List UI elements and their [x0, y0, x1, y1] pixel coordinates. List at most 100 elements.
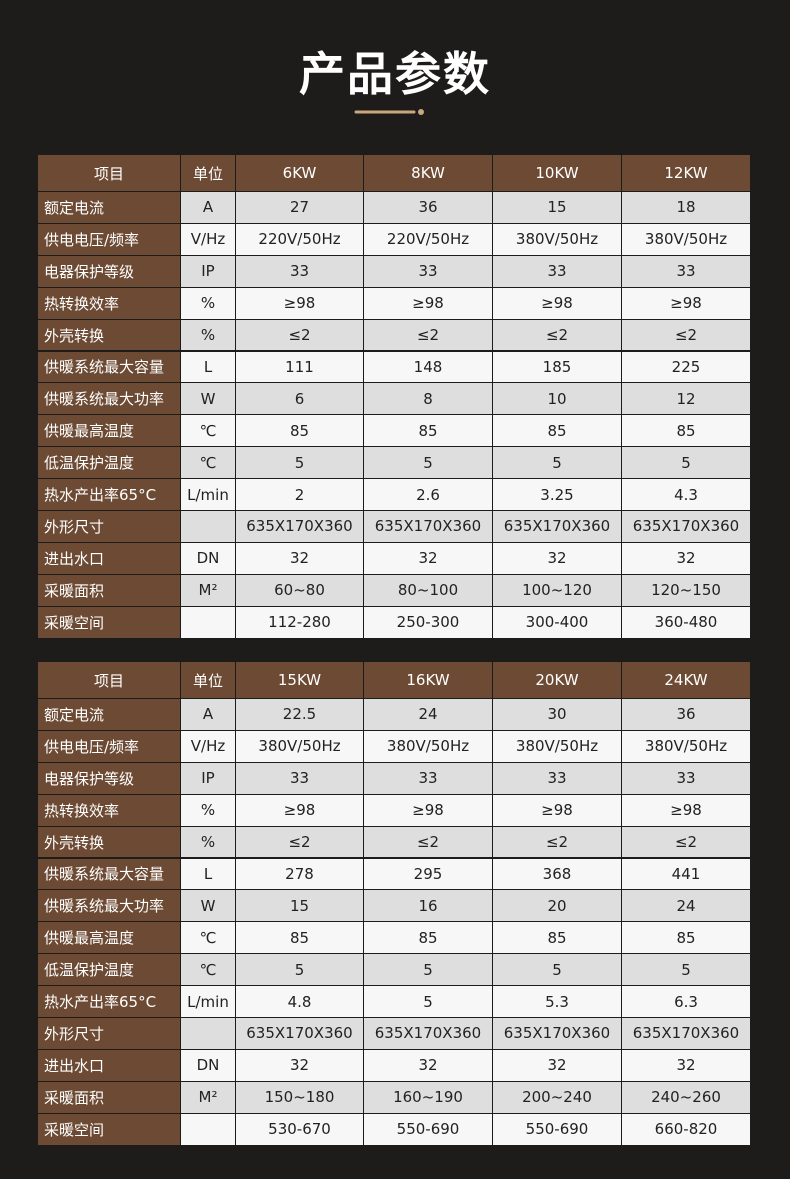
value-cell: 635X170X360	[622, 1018, 750, 1049]
value-cell: 33	[364, 762, 492, 794]
value-cell: 80~100	[364, 574, 492, 606]
value-cell: 33	[236, 762, 363, 794]
value-cell: 635X170X360	[493, 511, 621, 542]
row-label: 供暖最高温度	[38, 415, 180, 447]
value-cell: ≤2	[493, 826, 621, 858]
value-cell: 300-400	[493, 606, 621, 638]
value-cell: 635X170X360	[493, 1018, 621, 1049]
value-cell: 12	[622, 383, 750, 415]
value-cell: 3.25	[493, 479, 621, 510]
value-cell: 27	[236, 192, 363, 223]
row-label: 供电电压/频率	[38, 730, 180, 762]
value-cell: 33	[236, 255, 363, 287]
value-cell: 380V/50Hz	[622, 223, 750, 255]
value-cell: ≥98	[622, 794, 750, 826]
value-cell: 380V/50Hz	[493, 730, 621, 762]
value-cell: 2	[236, 479, 363, 510]
row-label: 供暖系统最大容量	[38, 858, 180, 890]
value-cell: ≤2	[493, 319, 621, 351]
unit-cell: W	[181, 890, 235, 922]
value-cell: 60~80	[236, 574, 363, 606]
unit-cell: %	[181, 826, 235, 858]
unit-cell: L	[181, 351, 235, 383]
header-cell: 10KW	[493, 155, 621, 191]
value-cell: 100~120	[493, 574, 621, 606]
header-cell: 单位	[181, 155, 235, 191]
value-cell: 200~240	[493, 1081, 621, 1113]
value-cell: 32	[622, 542, 750, 574]
row-label: 供暖系统最大容量	[38, 351, 180, 383]
value-cell: 225	[622, 351, 750, 383]
row-label: 热转换效率	[38, 794, 180, 826]
value-cell: 5	[493, 954, 621, 986]
value-cell: ≥98	[236, 794, 363, 826]
value-cell: 380V/50Hz	[493, 223, 621, 255]
value-cell: 635X170X360	[236, 511, 363, 542]
value-cell: 441	[622, 858, 750, 890]
value-cell: 550-690	[493, 1113, 621, 1145]
value-cell: 85	[622, 415, 750, 447]
value-cell: 368	[493, 858, 621, 890]
value-cell: 85	[493, 922, 621, 954]
value-cell: ≤2	[236, 319, 363, 351]
value-cell: 32	[493, 1049, 621, 1081]
value-cell: 16	[364, 890, 492, 922]
value-cell: 150~180	[236, 1081, 363, 1113]
value-cell: 5	[493, 447, 621, 479]
value-cell: 20	[493, 890, 621, 922]
row-label: 电器保护等级	[38, 255, 180, 287]
value-cell: 240~260	[622, 1081, 750, 1113]
unit-cell: L	[181, 858, 235, 890]
header-cell: 16KW	[364, 662, 492, 698]
value-cell: 550-690	[364, 1113, 492, 1145]
value-cell: 30	[493, 699, 621, 730]
value-cell: 85	[622, 922, 750, 954]
value-cell: 250-300	[364, 606, 492, 638]
value-cell: 120~150	[622, 574, 750, 606]
value-cell: 6.3	[622, 986, 750, 1017]
value-cell: 33	[493, 762, 621, 794]
header-cell: 15KW	[236, 662, 363, 698]
unit-cell: %	[181, 319, 235, 351]
page-title: 产品参数	[299, 47, 491, 101]
header-cell: 12KW	[622, 155, 750, 191]
value-cell: 148	[364, 351, 492, 383]
unit-cell: ℃	[181, 415, 235, 447]
unit-cell	[181, 511, 235, 542]
unit-cell: W	[181, 383, 235, 415]
value-cell: 380V/50Hz	[622, 730, 750, 762]
value-cell: 5	[236, 447, 363, 479]
row-label: 额定电流	[38, 699, 180, 730]
unit-cell: L/min	[181, 479, 235, 510]
value-cell: 85	[364, 415, 492, 447]
value-cell: 160~190	[364, 1081, 492, 1113]
value-cell: ≥98	[236, 287, 363, 319]
value-cell: ≥98	[364, 794, 492, 826]
unit-cell: IP	[181, 255, 235, 287]
row-label: 供电电压/频率	[38, 223, 180, 255]
header-cell: 8KW	[364, 155, 492, 191]
header-cell: 24KW	[622, 662, 750, 698]
row-label: 供暖系统最大功率	[38, 890, 180, 922]
row-label: 额定电流	[38, 192, 180, 223]
row-label: 外形尺寸	[38, 511, 180, 542]
header-cell: 6KW	[236, 155, 363, 191]
value-cell: 2.6	[364, 479, 492, 510]
unit-cell: M²	[181, 574, 235, 606]
value-cell: 635X170X360	[236, 1018, 363, 1049]
value-cell: 5	[364, 954, 492, 986]
unit-cell: %	[181, 794, 235, 826]
row-label: 热转换效率	[38, 287, 180, 319]
value-cell: 635X170X360	[622, 511, 750, 542]
unit-cell: M²	[181, 1081, 235, 1113]
unit-cell: ℃	[181, 954, 235, 986]
value-cell: 85	[236, 415, 363, 447]
header-cell: 项目	[38, 662, 180, 698]
row-label: 进出水口	[38, 1049, 180, 1081]
value-cell: 15	[493, 192, 621, 223]
value-cell: 5	[364, 986, 492, 1017]
unit-cell: V/Hz	[181, 730, 235, 762]
unit-cell: ℃	[181, 922, 235, 954]
unit-cell	[181, 1113, 235, 1145]
